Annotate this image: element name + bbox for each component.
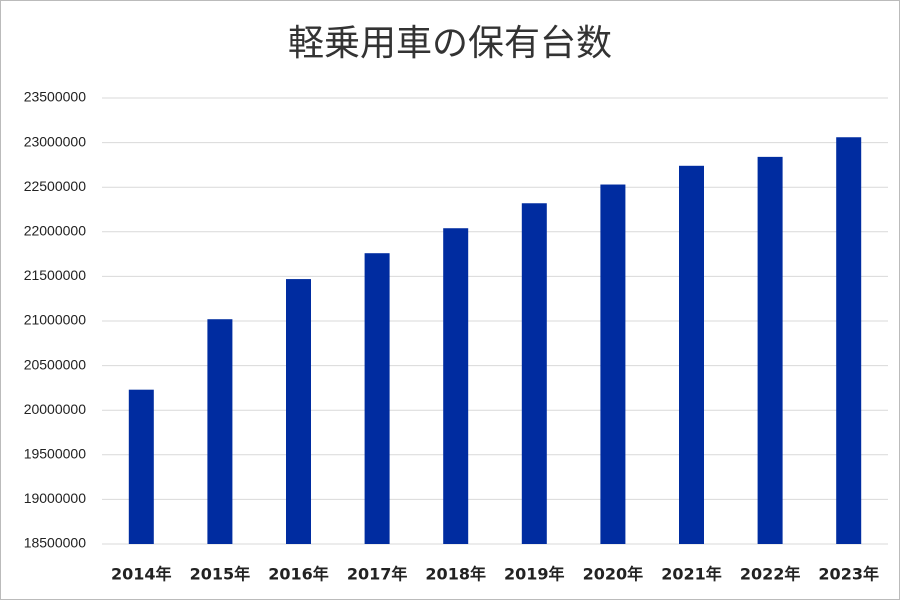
y-tick-label: 18500000 [24, 535, 87, 551]
y-tick-label: 22500000 [24, 178, 87, 194]
y-tick-label: 19000000 [24, 490, 87, 506]
x-tick-label: 2019年 [504, 565, 565, 584]
chart-title: 軽乗用車の保有台数 [288, 23, 612, 64]
x-tick-label: 2020年 [583, 565, 644, 584]
y-tick-label: 23000000 [24, 133, 87, 149]
bar [521, 203, 547, 545]
bar [128, 389, 154, 544]
x-tick-label: 2022年 [740, 565, 801, 584]
bar [443, 228, 469, 544]
bar [207, 319, 233, 544]
y-tick-label: 19500000 [24, 446, 87, 462]
y-tick-label: 21000000 [24, 312, 87, 328]
bar [757, 156, 783, 544]
x-tick-label: 2015年 [190, 565, 251, 584]
bar [364, 253, 390, 544]
x-tick-label: 2018年 [425, 565, 486, 584]
x-tick-label: 2016年 [268, 565, 329, 584]
y-tick-label: 20000000 [24, 401, 87, 417]
x-tick-label: 2014年 [111, 565, 172, 584]
y-tick-label: 21500000 [24, 267, 87, 283]
y-tick-label: 23500000 [24, 89, 87, 105]
x-tick-label: 2017年 [347, 565, 408, 584]
y-tick-label: 22000000 [24, 223, 87, 239]
x-tick-label: 2021年 [661, 565, 722, 584]
bar [679, 165, 704, 545]
bar [836, 137, 862, 545]
bar [600, 184, 626, 545]
y-tick-label: 20500000 [24, 356, 87, 372]
x-tick-label: 2023年 [818, 565, 879, 584]
bar [286, 279, 311, 544]
